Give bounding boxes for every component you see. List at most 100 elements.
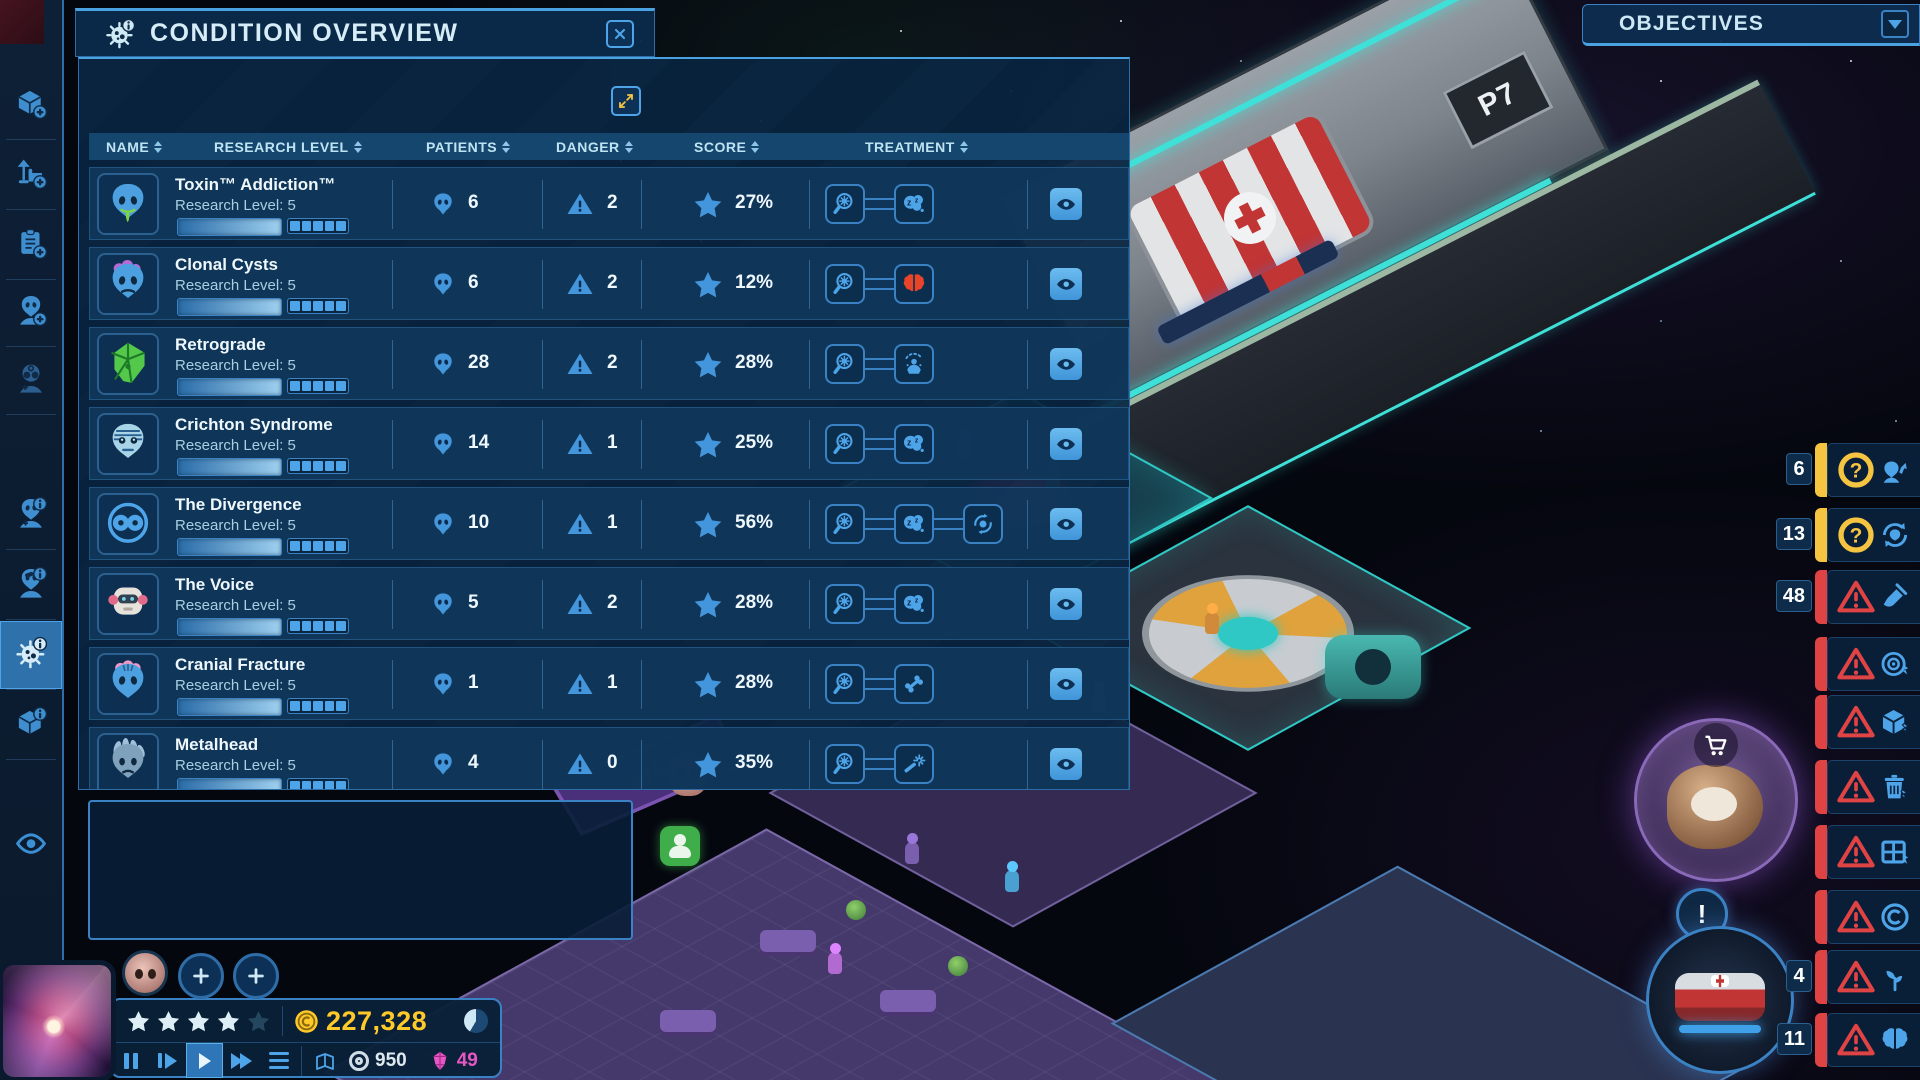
score-star-icon xyxy=(691,268,725,307)
crystal-counter: 49 xyxy=(429,1050,478,1072)
view-condition-button[interactable] xyxy=(1050,588,1082,620)
alert-machine-broken[interactable] xyxy=(1815,637,1920,691)
research-level-segments xyxy=(287,618,349,634)
day-night-icon[interactable] xyxy=(464,1009,488,1033)
danger-count: 2 xyxy=(607,192,618,213)
condition-research-level: Research Level: 5 xyxy=(175,437,296,454)
coin-icon xyxy=(293,1008,320,1035)
view-condition-button[interactable] xyxy=(1050,668,1082,700)
collapse-window-button[interactable] xyxy=(611,86,641,116)
research-progress-bar xyxy=(177,378,282,396)
score-star-icon xyxy=(691,508,725,547)
corner-menu-tile[interactable] xyxy=(0,0,44,44)
token-count: 950 xyxy=(375,1049,407,1071)
score-star-icon xyxy=(691,748,725,787)
condition-research-level: Research Level: 5 xyxy=(175,517,296,534)
alert-priority-bar xyxy=(1815,508,1827,562)
objectives-collapse-button[interactable] xyxy=(1881,10,1909,38)
alert-priority-bar xyxy=(1815,890,1827,944)
sidebar-item-task-list-add[interactable] xyxy=(0,211,62,279)
add-slot-button[interactable] xyxy=(178,953,224,999)
advisor-portrait[interactable] xyxy=(122,950,168,996)
warning-icon xyxy=(1836,957,1876,997)
alert-plant[interactable]: 4 xyxy=(1786,950,1920,1004)
alert-alien-cycle[interactable]: 13? xyxy=(1775,508,1920,562)
column-danger[interactable]: DANGER xyxy=(556,133,633,160)
shop-button[interactable] xyxy=(1634,718,1798,882)
score-star-icon xyxy=(691,348,725,387)
alert-room-broken[interactable] xyxy=(1815,695,1920,749)
condition-row[interactable]: Cranial Fracture Research Level: 5 1 1 28% xyxy=(89,647,1129,720)
warning-icon xyxy=(1836,832,1876,872)
ambulance-icon xyxy=(1675,973,1765,1021)
sidebar-item-staff-doctor[interactable] xyxy=(0,346,62,414)
danger-icon xyxy=(565,749,595,784)
column-treatment[interactable]: TREATMENT xyxy=(865,133,968,160)
galaxy-map-button[interactable] xyxy=(0,960,116,1080)
treatment-link xyxy=(865,278,894,290)
view-condition-button[interactable] xyxy=(1050,428,1082,460)
shop-creature xyxy=(1667,765,1763,849)
treatment-link xyxy=(865,758,894,770)
add-slot-button[interactable] xyxy=(233,953,279,999)
view-condition-button[interactable] xyxy=(1050,348,1082,380)
view-condition-button[interactable] xyxy=(1050,748,1082,780)
treatment-link xyxy=(934,518,963,530)
sidebar-item-patients-info[interactable] xyxy=(0,481,62,549)
sidebar-item-rooms-info[interactable] xyxy=(0,691,62,759)
column-research-level[interactable]: RESEARCH LEVEL xyxy=(214,133,362,160)
condition-row[interactable]: Clonal Cysts Research Level: 5 6 2 12% xyxy=(89,247,1129,320)
fast-forward-button[interactable] xyxy=(223,1043,260,1078)
hire-staff-add-icon xyxy=(14,293,48,332)
step-button[interactable] xyxy=(149,1043,186,1078)
sort-icon xyxy=(502,140,511,153)
column-score[interactable]: SCORE xyxy=(694,133,760,160)
sidebar-item-build-items-add[interactable] xyxy=(0,141,62,209)
view-condition-button[interactable] xyxy=(1050,268,1082,300)
alert-priority-bar xyxy=(1815,570,1827,624)
score-star-icon xyxy=(691,588,725,627)
alert-coin[interactable] xyxy=(1815,890,1920,944)
patients-count: 14 xyxy=(468,432,490,453)
danger-icon xyxy=(565,509,595,544)
close-button[interactable] xyxy=(606,20,634,48)
danger-count: 2 xyxy=(607,272,618,293)
play-button[interactable] xyxy=(186,1043,223,1078)
svg-text:?: ? xyxy=(1850,525,1863,548)
column-name[interactable]: NAME xyxy=(106,133,163,160)
ambulance-button[interactable] xyxy=(1646,926,1794,1074)
pause-button[interactable] xyxy=(112,1043,149,1078)
alert-trash-broken[interactable] xyxy=(1815,760,1920,814)
crystal-count: 49 xyxy=(456,1049,478,1071)
danger-icon xyxy=(565,269,595,304)
alert-broom[interactable]: 48 xyxy=(1775,570,1920,624)
condition-row[interactable]: The Divergence Research Level: 5 10 1 56% z z xyxy=(89,487,1129,560)
menu-button[interactable] xyxy=(260,1043,297,1078)
minimap-button[interactable] xyxy=(306,1043,343,1078)
condition-row[interactable]: Metalhead Research Level: 5 4 0 35% xyxy=(89,727,1129,789)
score-value: 28% xyxy=(735,592,774,613)
column-patients[interactable]: PATIENTS xyxy=(426,133,511,160)
condition-row[interactable]: Toxin™ Addiction™ Research Level: 5 6 2 27% z… xyxy=(89,167,1129,240)
voice-condition-icon xyxy=(97,573,159,635)
view-condition-button[interactable] xyxy=(1050,508,1082,540)
treatment-chain xyxy=(825,264,934,304)
sidebar-item-build-rooms-add[interactable] xyxy=(0,71,62,139)
condition-row[interactable]: Retrograde Research Level: 5 28 2 28% xyxy=(89,327,1129,400)
alert-window-broken[interactable] xyxy=(1815,825,1920,879)
person-icon xyxy=(894,344,934,384)
warning-icon xyxy=(1836,767,1876,807)
condition-info-icon xyxy=(104,18,136,50)
sidebar-item-conditions-info[interactable] xyxy=(0,621,62,689)
patients-info-icon xyxy=(14,496,48,535)
alert-alien-arrive[interactable]: 6? xyxy=(1786,443,1920,497)
view-condition-button[interactable] xyxy=(1050,188,1082,220)
score-value: 35% xyxy=(735,752,774,773)
alert-brain-blue[interactable]: 11 xyxy=(1776,1013,1920,1067)
condition-row[interactable]: The Voice Research Level: 5 5 2 28% z z xyxy=(89,567,1129,640)
sidebar-item-hire-staff-add[interactable] xyxy=(0,278,62,346)
condition-row[interactable]: Crichton Syndrome Research Level: 5 14 1 25%… xyxy=(89,407,1129,480)
sidebar-item-visibility[interactable] xyxy=(0,811,62,879)
sidebar-item-staff-info[interactable] xyxy=(0,551,62,619)
